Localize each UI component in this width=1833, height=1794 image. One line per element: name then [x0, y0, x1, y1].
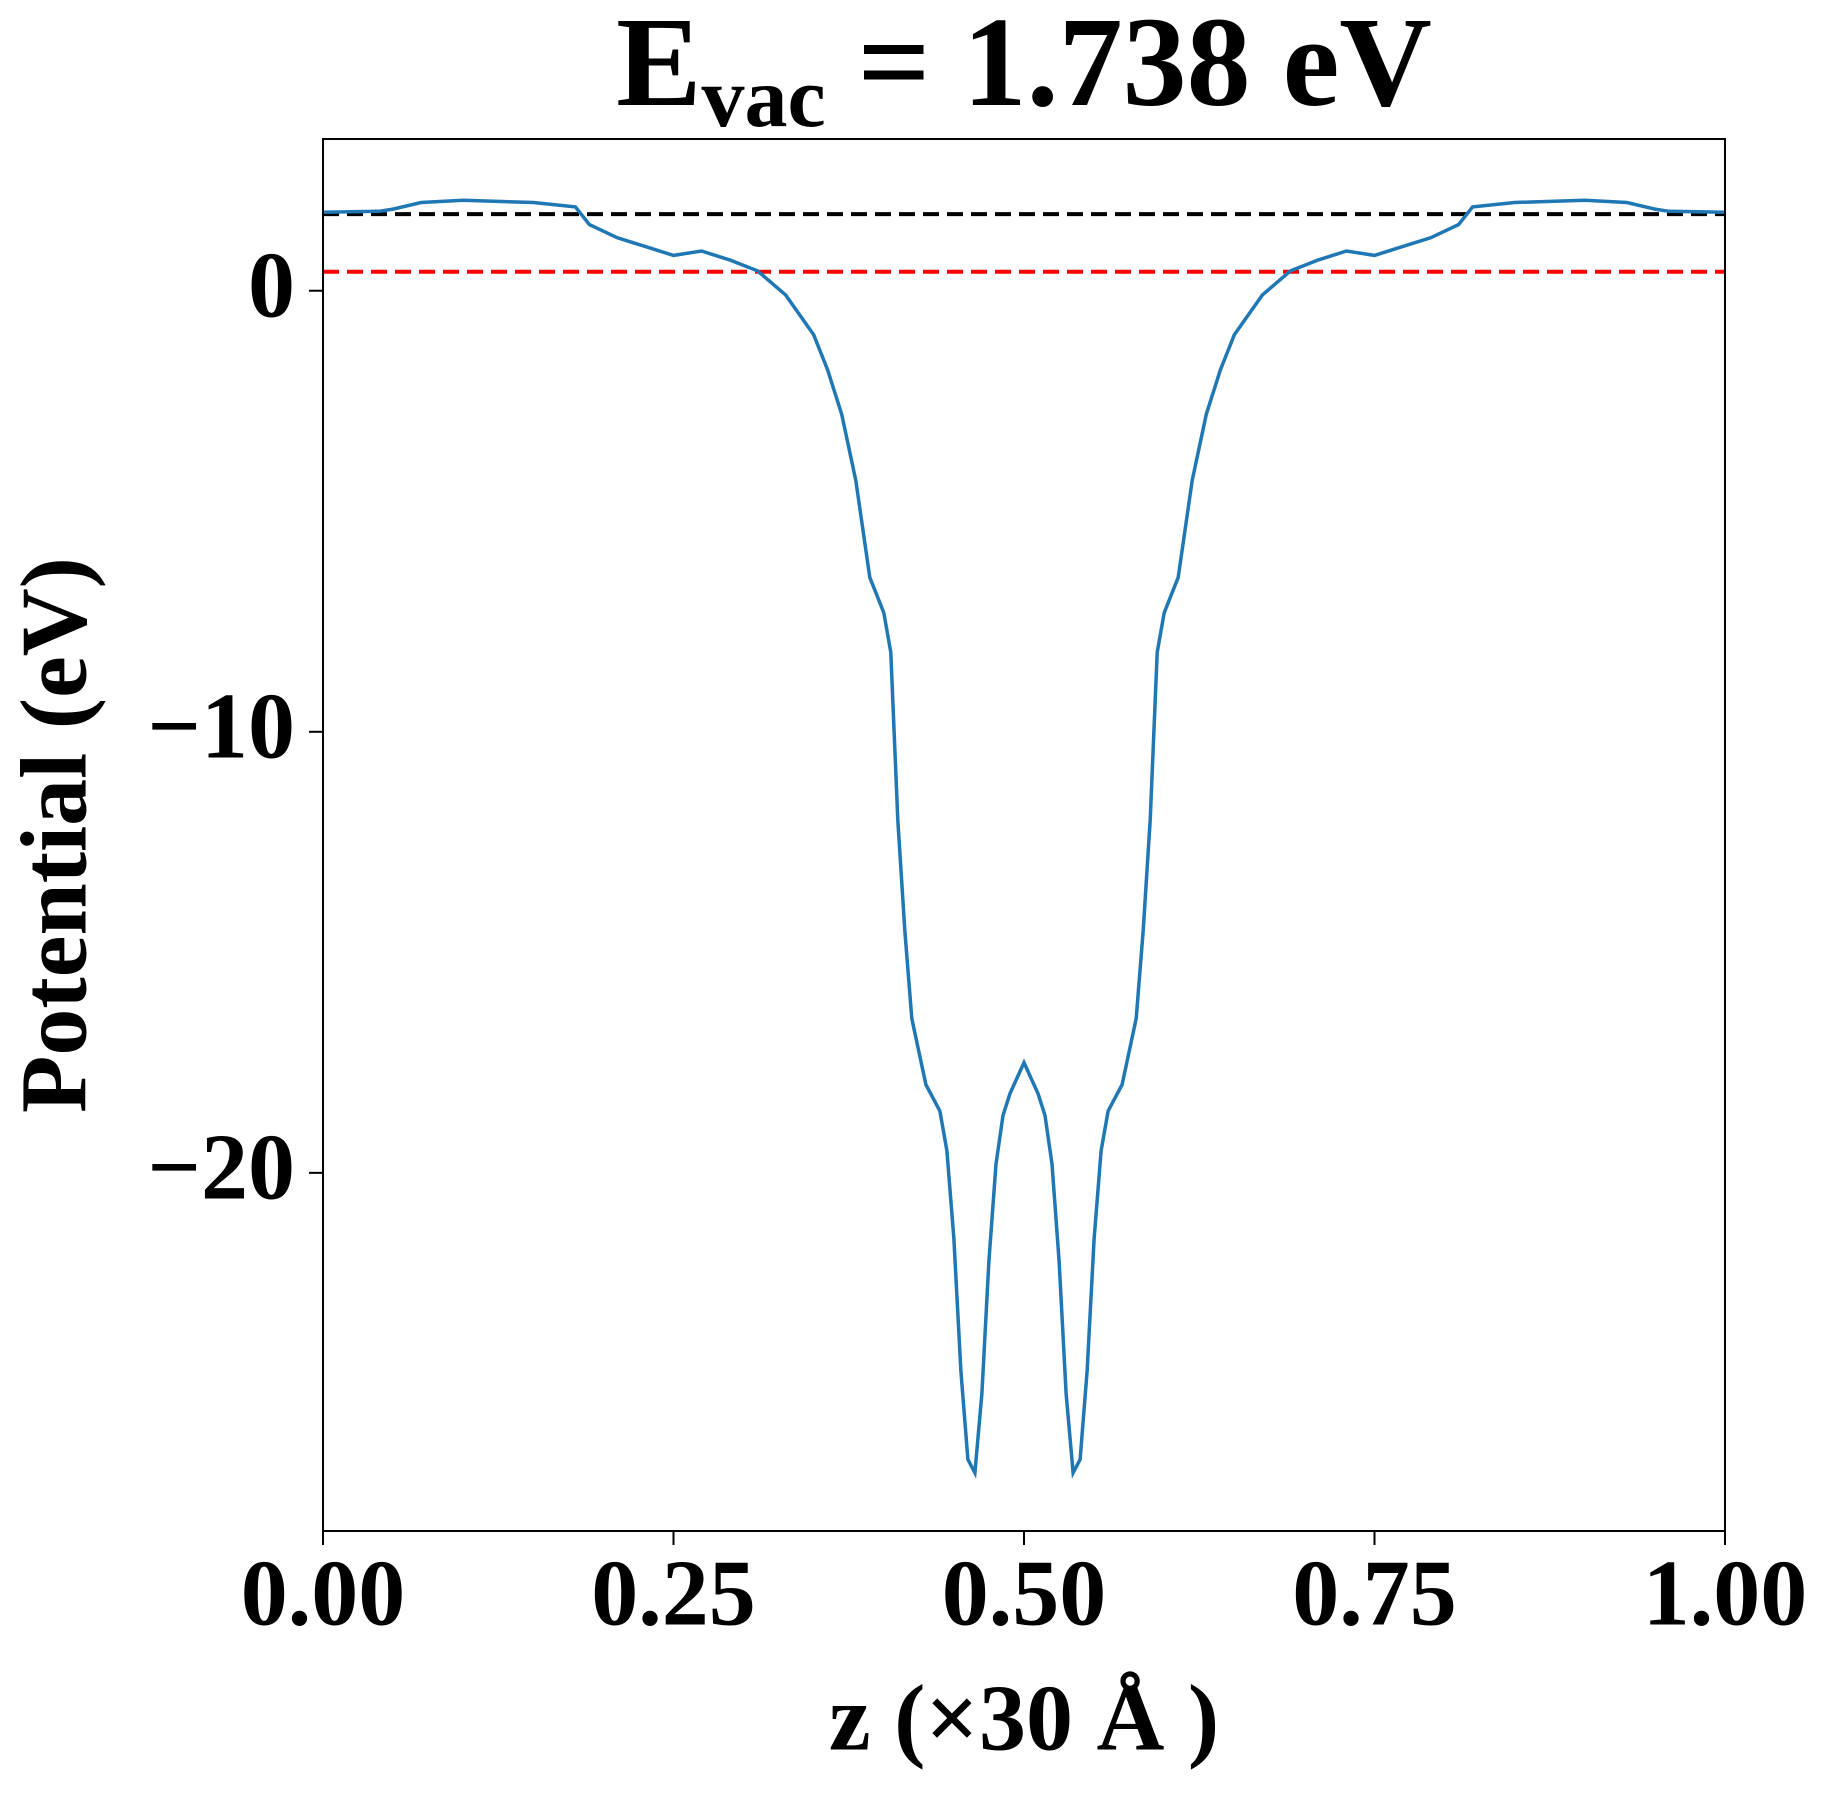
y-axis-label: Potential (eV)	[3, 557, 107, 1113]
y-tick-label: −10	[147, 674, 295, 778]
chart-title: Evac = 1.738 eV	[616, 0, 1432, 145]
x-tick-label: 0.75	[1292, 1542, 1457, 1646]
title-rest: = 1.738 eV	[826, 0, 1432, 133]
y-tick-label: −20	[147, 1115, 295, 1219]
title-main: E	[616, 0, 701, 133]
x-tick-label: 0.50	[942, 1542, 1107, 1646]
x-tick-label: 0.00	[241, 1542, 406, 1646]
data-line	[322, 198, 1726, 1479]
y-tick-label: 0	[248, 233, 295, 337]
x-axis-label: z (×30 Å )	[829, 1667, 1219, 1771]
title-subscript: vac	[702, 49, 826, 145]
x-tick-label: 0.25	[591, 1542, 756, 1646]
x-tick-label: 1.00	[1643, 1542, 1808, 1646]
plot-frame	[322, 138, 1726, 1532]
